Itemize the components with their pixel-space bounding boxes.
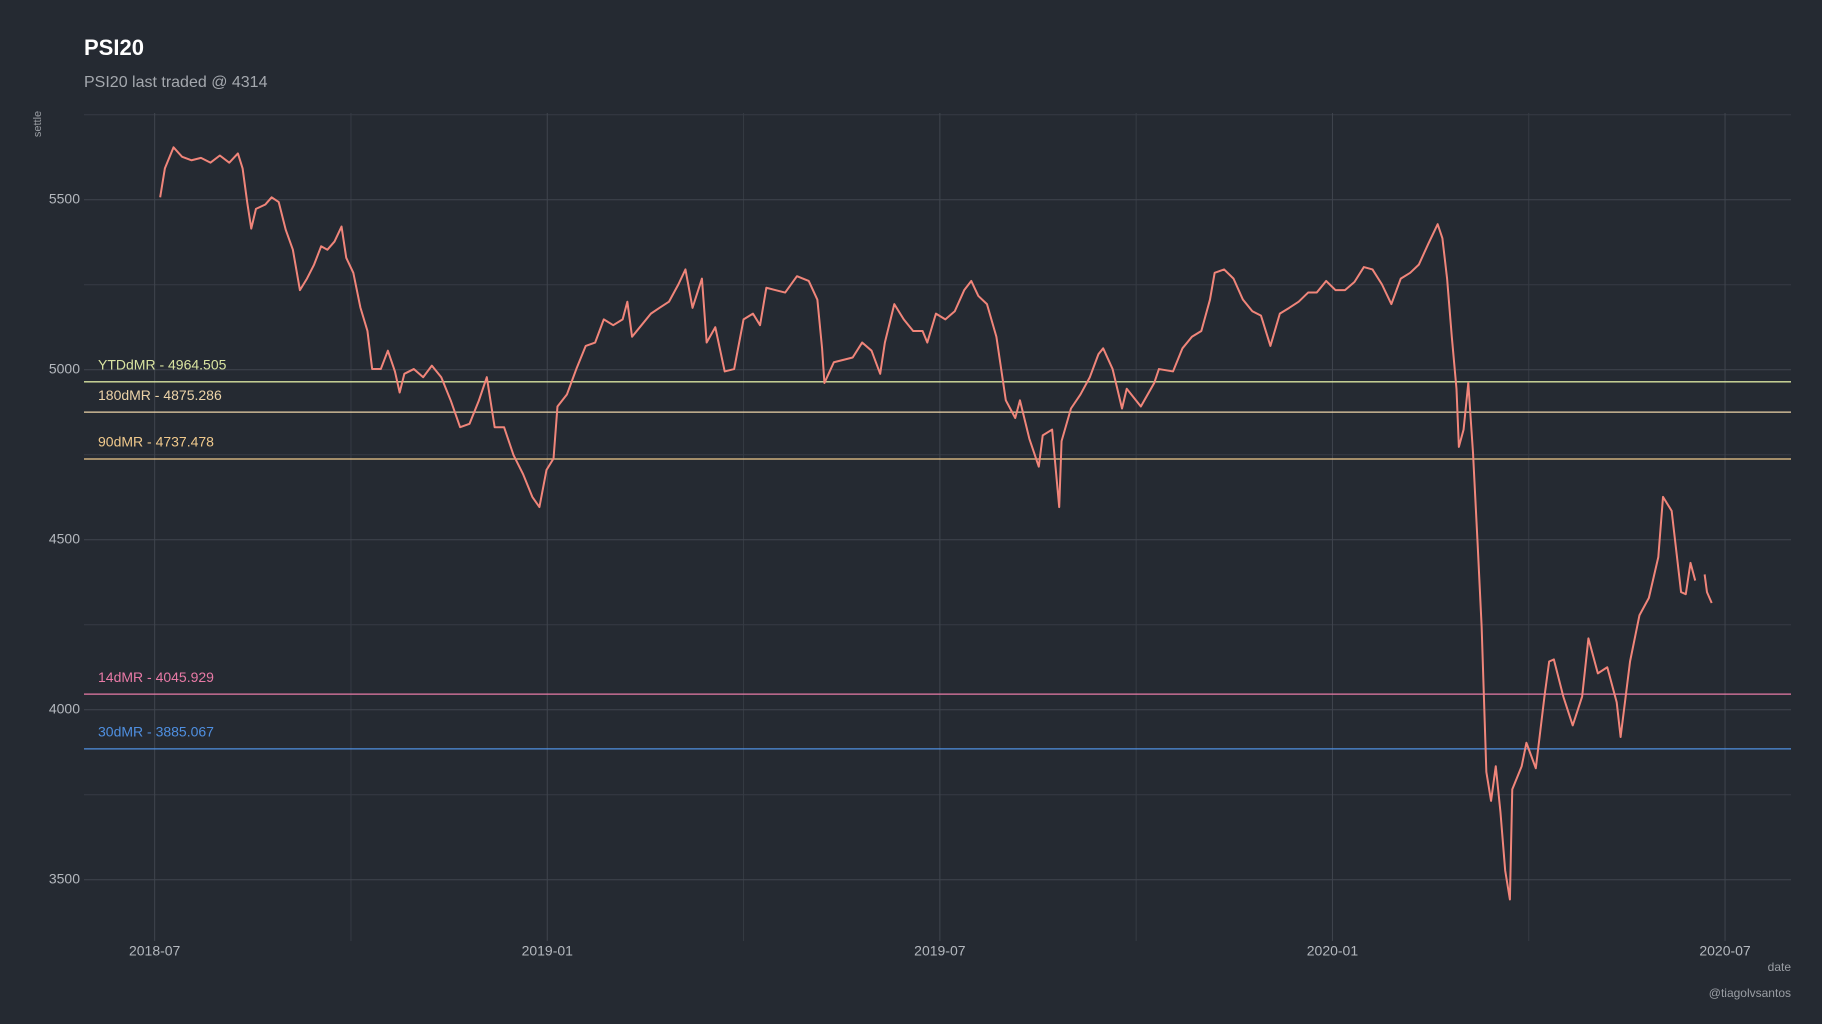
caption: @tiagolvsantos — [1709, 986, 1791, 1000]
y-axis-label: settle — [32, 111, 44, 137]
x-tick-label: 2018-07 — [129, 943, 181, 959]
reference-label: 90dMR - 4737.478 — [98, 434, 214, 450]
reference-label: 180dMR - 4875.286 — [98, 387, 222, 403]
chart-title: PSI20 — [84, 35, 144, 60]
reference-label: YTDdMR - 4964.505 — [98, 357, 227, 373]
price-line — [159, 146, 1713, 901]
y-tick-label: 4000 — [49, 700, 80, 716]
x-tick-label: 2019-01 — [522, 943, 574, 959]
x-tick-label: 2019-07 — [914, 943, 966, 959]
reference-label: 30dMR - 3885.067 — [98, 724, 214, 740]
y-tick-label: 4500 — [49, 530, 80, 546]
reference-label: 14dMR - 4045.929 — [98, 669, 214, 685]
y-tick-label: 5000 — [49, 360, 80, 376]
y-tick-label: 3500 — [49, 870, 80, 886]
x-tick-label: 2020-01 — [1307, 943, 1359, 959]
x-tick-label: 2020-07 — [1699, 943, 1751, 959]
y-tick-label: 5500 — [49, 190, 80, 206]
x-axis-label: date — [1768, 960, 1792, 974]
chart-subtitle: PSI20 last traded @ 4314 — [84, 74, 268, 91]
